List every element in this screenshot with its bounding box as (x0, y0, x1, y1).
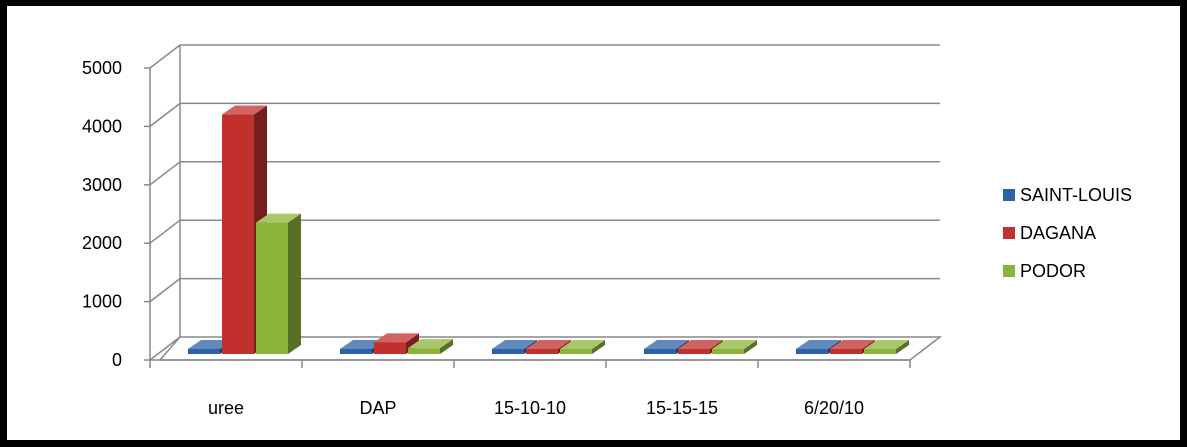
bar (188, 349, 220, 354)
bar (830, 349, 862, 354)
bar (526, 349, 558, 354)
legend-label: PODOR (1020, 261, 1086, 281)
y-tick-label: 0 (112, 350, 122, 370)
x-category-label: 15-15-15 (646, 398, 718, 418)
bar-top (492, 340, 537, 349)
gridline-side (149, 44, 181, 69)
bar-top (340, 340, 385, 349)
bar-top (712, 340, 757, 349)
y-tick-label: 2000 (82, 233, 122, 253)
bar-top (408, 339, 453, 349)
bar (374, 342, 406, 354)
bar-side (288, 213, 301, 354)
gridline-side (149, 278, 181, 303)
legend-swatch (1003, 189, 1015, 201)
bar-top (526, 340, 571, 349)
x-category-label: 6/20/10 (804, 398, 864, 418)
bar-top (256, 213, 301, 223)
bar-top (678, 340, 723, 349)
y-tick-label: 1000 (82, 292, 122, 312)
gridline-side (149, 219, 181, 244)
bar (222, 114, 254, 354)
bar (492, 349, 524, 354)
gridline-side (149, 161, 181, 186)
bar-side (592, 340, 605, 354)
y-tick-label: 5000 (82, 58, 122, 78)
bar (560, 349, 592, 354)
bar-top (222, 105, 267, 115)
x-category-label: uree (208, 398, 244, 418)
x-category-label: DAP (359, 398, 396, 418)
gridline-side (149, 102, 181, 127)
legend-swatch (1003, 265, 1015, 277)
bar-side (896, 340, 909, 354)
legend-label: SAINT-LOUIS (1020, 185, 1132, 205)
bar (796, 349, 828, 354)
y-tick-label: 3000 (82, 175, 122, 195)
bar-side (744, 340, 757, 354)
bar (864, 349, 896, 354)
legend-label: DAGANA (1020, 223, 1096, 243)
bar (256, 222, 288, 354)
bar (644, 349, 676, 354)
bar (712, 349, 744, 354)
bar-top (796, 340, 841, 349)
gridline-side (149, 336, 181, 361)
bar (340, 349, 372, 354)
bar-top (644, 340, 689, 349)
bar-top (560, 340, 605, 349)
bar (678, 349, 710, 354)
bar (408, 348, 440, 354)
bar-top (374, 333, 419, 343)
bar-top (864, 340, 909, 349)
y-tick-label: 4000 (82, 116, 122, 136)
bar-top (188, 340, 233, 349)
bar-side (440, 339, 453, 354)
x-category-label: 15-10-10 (494, 398, 566, 418)
legend-swatch (1003, 227, 1015, 239)
bar-top (830, 340, 875, 349)
